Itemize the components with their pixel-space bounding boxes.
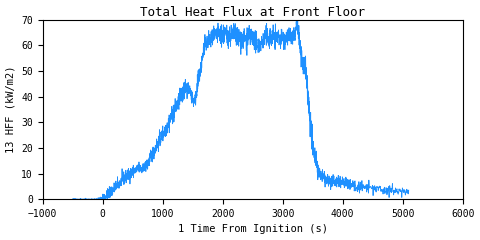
Title: Total Heat Flux at Front Floor: Total Heat Flux at Front Floor xyxy=(140,6,365,18)
X-axis label: 1 Time From Ignition (s): 1 Time From Ignition (s) xyxy=(178,224,328,234)
Y-axis label: 13 HFF (kW/m2): 13 HFF (kW/m2) xyxy=(6,66,15,153)
